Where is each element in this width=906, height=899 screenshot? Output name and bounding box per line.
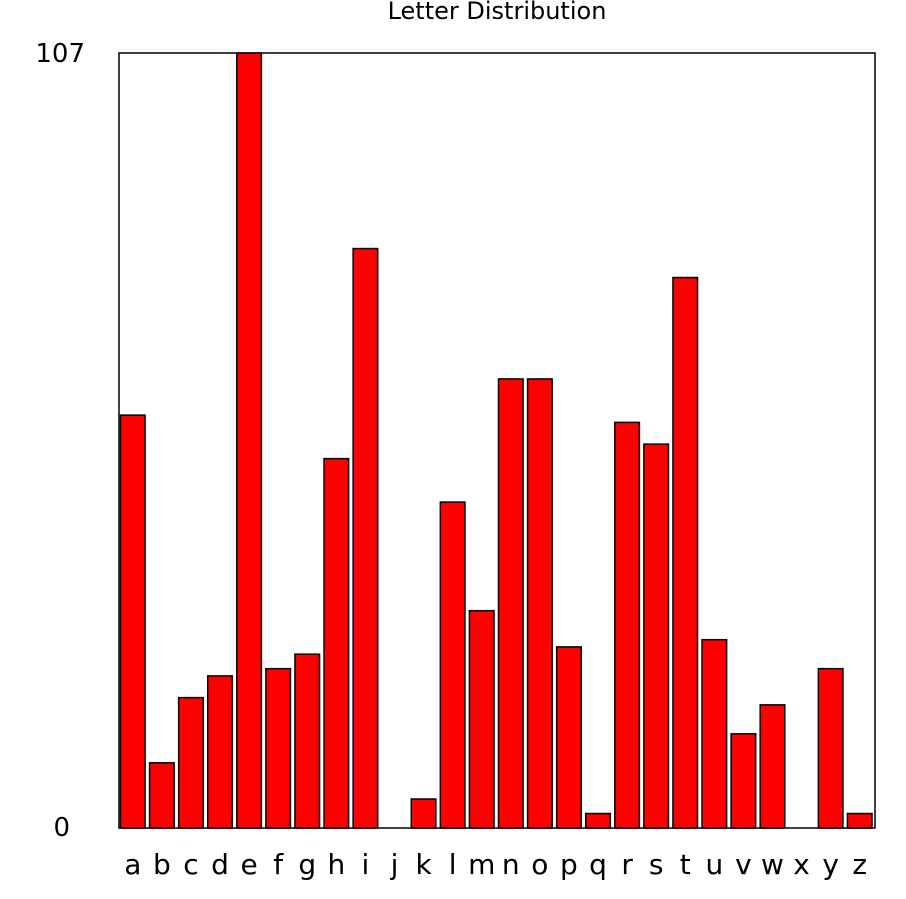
x-tick-u: u <box>705 848 723 881</box>
bar-t <box>672 276 699 829</box>
x-tick-s: s <box>649 848 664 881</box>
bar-e <box>236 52 263 829</box>
x-tick-b: b <box>153 848 171 881</box>
x-tick-c: c <box>183 848 198 881</box>
x-tick-l: l <box>449 848 457 881</box>
x-tick-q: q <box>589 848 607 881</box>
bar-m <box>468 609 495 829</box>
bar-u <box>701 638 728 829</box>
x-tick-n: n <box>502 848 520 881</box>
x-tick-g: g <box>298 848 316 881</box>
bars-group <box>119 52 873 829</box>
bar-s <box>643 443 670 829</box>
x-tick-h: h <box>327 848 345 881</box>
bar-r <box>614 421 641 829</box>
y-tick-min: 0 <box>53 813 70 843</box>
y-tick-max: 107 <box>35 39 85 69</box>
bar-c <box>177 696 204 829</box>
x-tick-v: v <box>735 848 752 881</box>
bar-f <box>265 667 292 829</box>
bar-l <box>439 501 466 829</box>
bar-v <box>730 733 757 829</box>
x-tick-e: e <box>240 848 257 881</box>
x-tick-f: f <box>273 848 284 881</box>
bar-w <box>759 704 786 829</box>
x-tick-d: d <box>211 848 229 881</box>
bar-n <box>497 378 524 829</box>
x-tick-o: o <box>531 848 548 881</box>
bar-h <box>323 457 350 829</box>
bar-o <box>526 378 553 829</box>
x-tick-t: t <box>680 848 691 881</box>
chart-title: Letter Distribution <box>388 0 607 25</box>
x-tick-j: j <box>390 848 399 881</box>
bar-q <box>584 812 612 829</box>
x-tick-m: m <box>468 848 495 881</box>
bar-g <box>294 653 321 829</box>
x-tick-a: a <box>124 848 141 881</box>
x-tick-k: k <box>415 848 432 881</box>
x-tick-x: x <box>793 848 810 881</box>
bar-d <box>206 675 234 829</box>
x-tick-y: y <box>822 848 839 881</box>
x-tick-w: w <box>761 848 784 881</box>
plot-frame <box>118 52 876 829</box>
bar-p <box>555 646 582 829</box>
bar-b <box>148 762 175 829</box>
x-tick-p: p <box>560 848 578 881</box>
bar-y <box>817 667 844 829</box>
bar-i <box>352 247 379 829</box>
bar-k <box>410 798 437 829</box>
bar-z <box>846 812 873 829</box>
bar-a <box>119 414 146 829</box>
x-tick-i: i <box>362 848 370 881</box>
x-tick-r: r <box>621 848 633 881</box>
x-tick-z: z <box>852 848 867 881</box>
